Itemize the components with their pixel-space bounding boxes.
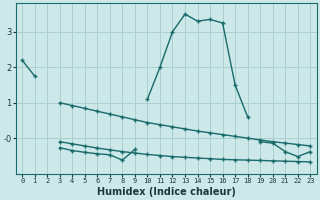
- X-axis label: Humidex (Indice chaleur): Humidex (Indice chaleur): [97, 187, 236, 197]
